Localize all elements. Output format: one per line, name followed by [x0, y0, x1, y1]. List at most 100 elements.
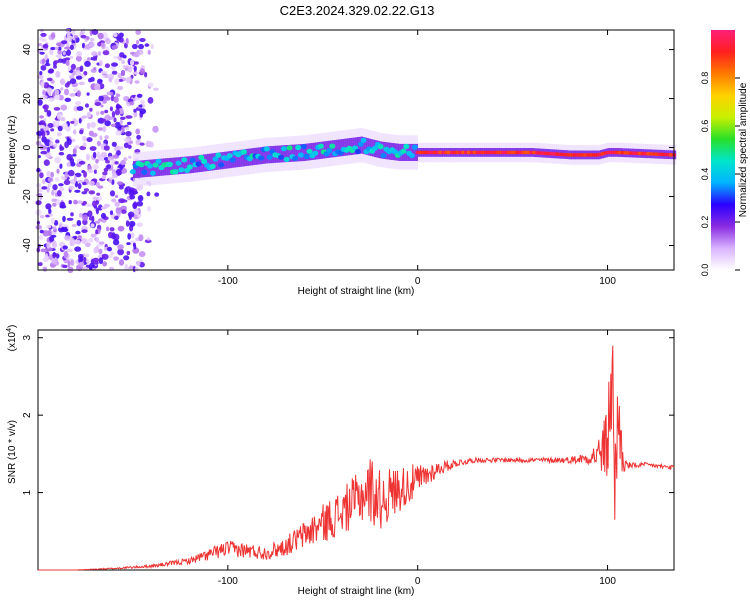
spectrogram-cell	[96, 192, 101, 196]
spectrogram-cell	[43, 256, 49, 263]
spectrogram-cell	[116, 181, 124, 186]
spectrogram-cell	[100, 104, 104, 108]
spectrogram-cell	[77, 183, 82, 190]
spectrogram-cell	[269, 146, 272, 164]
spectrogram-cell	[54, 156, 62, 164]
spectrogram-cell	[123, 157, 128, 162]
spectrogram-cell	[83, 71, 88, 76]
spectrogram-cell	[108, 77, 113, 83]
spectrogram-cell	[56, 42, 62, 47]
spectrogram-cell	[73, 175, 77, 183]
spectrogram-cell	[35, 140, 42, 146]
spectrogram-cell	[117, 248, 124, 256]
spectrogram-cell	[94, 261, 99, 265]
x-tick-label: -100	[218, 576, 238, 587]
spectrogram-cell	[109, 227, 115, 232]
y-tick-label: 3	[22, 335, 33, 341]
spectrogram-cell	[118, 259, 125, 266]
spectrogram-cell	[178, 157, 181, 175]
spectrogram-cell	[345, 138, 348, 156]
spectrogram-cell	[111, 110, 116, 118]
spectrogram-cell	[303, 143, 306, 161]
spectrogram-cell	[66, 248, 74, 253]
x-tick-label: -100	[218, 276, 238, 287]
spectrogram-y-axis: -40 -20 0 20 40	[22, 44, 674, 253]
spectrogram-cell	[106, 91, 112, 96]
spectrogram-cell	[59, 224, 63, 228]
spectrogram-cell	[42, 43, 49, 49]
spectrogram-cell	[286, 145, 293, 151]
spectrogram-cell	[301, 144, 305, 162]
spectrogram-cell	[241, 149, 247, 155]
spectrogram-cell	[278, 154, 284, 160]
spectrogram-x-label: Height of straight line (km)	[298, 286, 415, 297]
spectrogram-cell	[62, 264, 68, 269]
spectrogram-cell	[38, 235, 44, 241]
spectrogram-cell	[144, 239, 152, 244]
spectrogram-cell	[210, 153, 213, 171]
spectrogram-cell	[137, 261, 141, 266]
spectrogram-cell	[186, 156, 189, 174]
colorbar-tick-label: 0.4	[700, 168, 710, 181]
spectrogram-cell	[35, 200, 42, 206]
spectrogram-cell	[81, 191, 88, 195]
spectrogram-cell	[98, 51, 101, 56]
spectrogram-cell	[241, 149, 244, 167]
spectrogram-cell	[138, 43, 144, 50]
spectrogram-cell	[63, 250, 69, 258]
spectrogram-cell	[71, 223, 77, 228]
spectrogram-cell	[50, 32, 56, 39]
spectrogram-cell	[101, 157, 105, 162]
spectrogram-cell	[41, 186, 48, 190]
spectrogram-cell	[66, 137, 70, 142]
spectrogram-cell	[73, 199, 78, 205]
spectrogram-cell	[127, 155, 132, 159]
spectrogram-cell	[44, 108, 49, 113]
spectrogram-cell	[102, 125, 107, 133]
spectrogram-cell	[131, 43, 138, 50]
spectrogram-cell	[77, 253, 84, 260]
spectrogram-cell	[147, 97, 154, 104]
y-tick-label: -40	[22, 238, 33, 253]
spectrogram-cell	[73, 129, 77, 135]
spectrogram-cell	[296, 144, 299, 162]
spectrogram-cell	[127, 233, 132, 240]
spectrogram-cell	[65, 59, 70, 66]
spectrogram-cell	[46, 242, 51, 249]
spectrogram-cell	[85, 253, 90, 258]
spectrogram-cell	[38, 121, 44, 126]
spectrogram-cell	[215, 152, 222, 158]
snr-x-label: Height of straight line (km)	[298, 586, 415, 597]
spectrogram-cell	[132, 265, 136, 273]
spectrogram-cell	[54, 46, 59, 50]
spectrogram-cell	[186, 164, 193, 170]
spectrogram-cell	[216, 152, 219, 170]
spectrogram-cell	[75, 101, 81, 106]
spectrogram-cell	[172, 157, 175, 175]
spectrogram-cell	[180, 156, 183, 174]
spectrogram-cell	[121, 126, 125, 133]
spectrogram-cell	[84, 60, 91, 67]
spectrogram-cell	[85, 242, 91, 247]
spectrogram-cell	[147, 82, 154, 88]
spectrogram-cell	[324, 141, 327, 159]
spectrogram-cell	[123, 138, 131, 142]
spectrogram-cell	[78, 262, 85, 267]
spectrogram-cell	[58, 54, 62, 60]
spectrogram-cell	[147, 206, 151, 212]
spectrogram-cell	[130, 232, 135, 239]
spectrogram-cell	[58, 151, 65, 156]
spectrogram-cell	[114, 215, 119, 220]
spectrogram-cell	[45, 152, 52, 159]
spectrogram-cell	[52, 202, 57, 207]
spectrogram-cell	[67, 64, 71, 72]
spectrogram-cell	[129, 101, 135, 106]
spectrogram-cell	[42, 230, 50, 237]
spectrogram-cell	[86, 92, 90, 96]
spectrogram-cell	[57, 125, 63, 132]
spectrogram-cell	[132, 71, 140, 75]
spectrogram-cell	[48, 68, 54, 73]
spectrogram-cell	[381, 141, 384, 159]
spectrogram-cell	[258, 155, 265, 161]
spectrogram-cell	[109, 106, 113, 112]
